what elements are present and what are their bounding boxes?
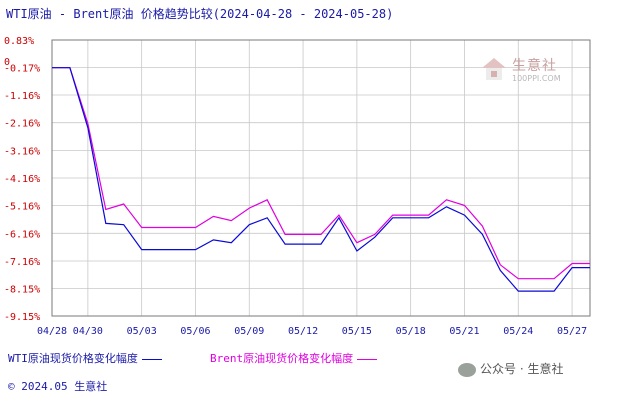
- watermark-house-icon: [482, 58, 506, 80]
- y-tick-label: -6.16%: [4, 229, 40, 240]
- wechat-icon: [458, 362, 476, 377]
- x-tick-label: 05/18: [396, 326, 426, 337]
- footer-copyright: © 2024.05 生意社: [8, 380, 108, 393]
- x-tick-label: 05/03: [127, 326, 157, 337]
- x-tick-label: 05/21: [449, 326, 479, 337]
- x-tick-label: 05/12: [288, 326, 318, 337]
- y-tick-label: -9.15%: [4, 312, 40, 323]
- series-line-brent: [52, 67, 590, 280]
- watermark-bottom-text: 公众号 · 生意社: [480, 362, 564, 376]
- x-tick-label: 04/30: [73, 326, 103, 337]
- x-tick-label: 05/09: [234, 326, 264, 337]
- legend-swatch-brent: [357, 358, 378, 360]
- y-tick-label: -8.15%: [4, 284, 40, 295]
- x-axis-ticks: 04/28 04/30 05/03 05/06 05/09 05/12 05/15 05/18…: [37, 326, 587, 337]
- watermark-brand: 生意社: [512, 58, 557, 74]
- y-tick-label: -0.17%: [4, 64, 40, 75]
- y-tick-label: -5.16%: [4, 202, 40, 213]
- watermark-sub: 100PPI.COM: [512, 74, 561, 83]
- plot-frame: [51, 39, 591, 317]
- y-zero-label: 0: [4, 57, 10, 68]
- x-tick-label: 05/06: [180, 326, 210, 337]
- legend-item-wti: WTI原油现货价格变化幅度: [8, 350, 162, 366]
- watermark-bottom: 公众号 · 生意社: [458, 360, 563, 377]
- legend-swatch-wti: [141, 358, 162, 360]
- y-tick-label: -3.16%: [4, 146, 40, 157]
- y-tick-label: 0.83%: [4, 36, 34, 47]
- y-tick-label: -1.16%: [4, 91, 40, 102]
- x-tick-label: 05/27: [557, 326, 587, 337]
- x-tick-label: 05/24: [503, 326, 533, 337]
- y-axis-ticks: 0.83% -0.17% -1.16% -2.16% -3.16% -4.16% -5.16…: [4, 36, 40, 323]
- y-tick-label: -7.16%: [4, 257, 40, 268]
- series-line-wti: [52, 67, 590, 292]
- legend-label-wti: WTI原油现货价格变化幅度: [8, 352, 138, 365]
- legend-label-brent: Brent原油现货价格变化幅度: [210, 352, 354, 365]
- x-tick-label: 04/28: [37, 326, 67, 337]
- legend-item-brent: Brent原油现货价格变化幅度: [210, 350, 378, 366]
- y-tick-label: -2.16%: [4, 119, 40, 130]
- x-tick-label: 05/15: [342, 326, 372, 337]
- chart-title: WTI原油 - Brent原油 价格趋势比较(2024-04-28 - 2024…: [6, 7, 394, 21]
- y-tick-label: -4.16%: [4, 174, 40, 185]
- series-lines: [52, 67, 590, 292]
